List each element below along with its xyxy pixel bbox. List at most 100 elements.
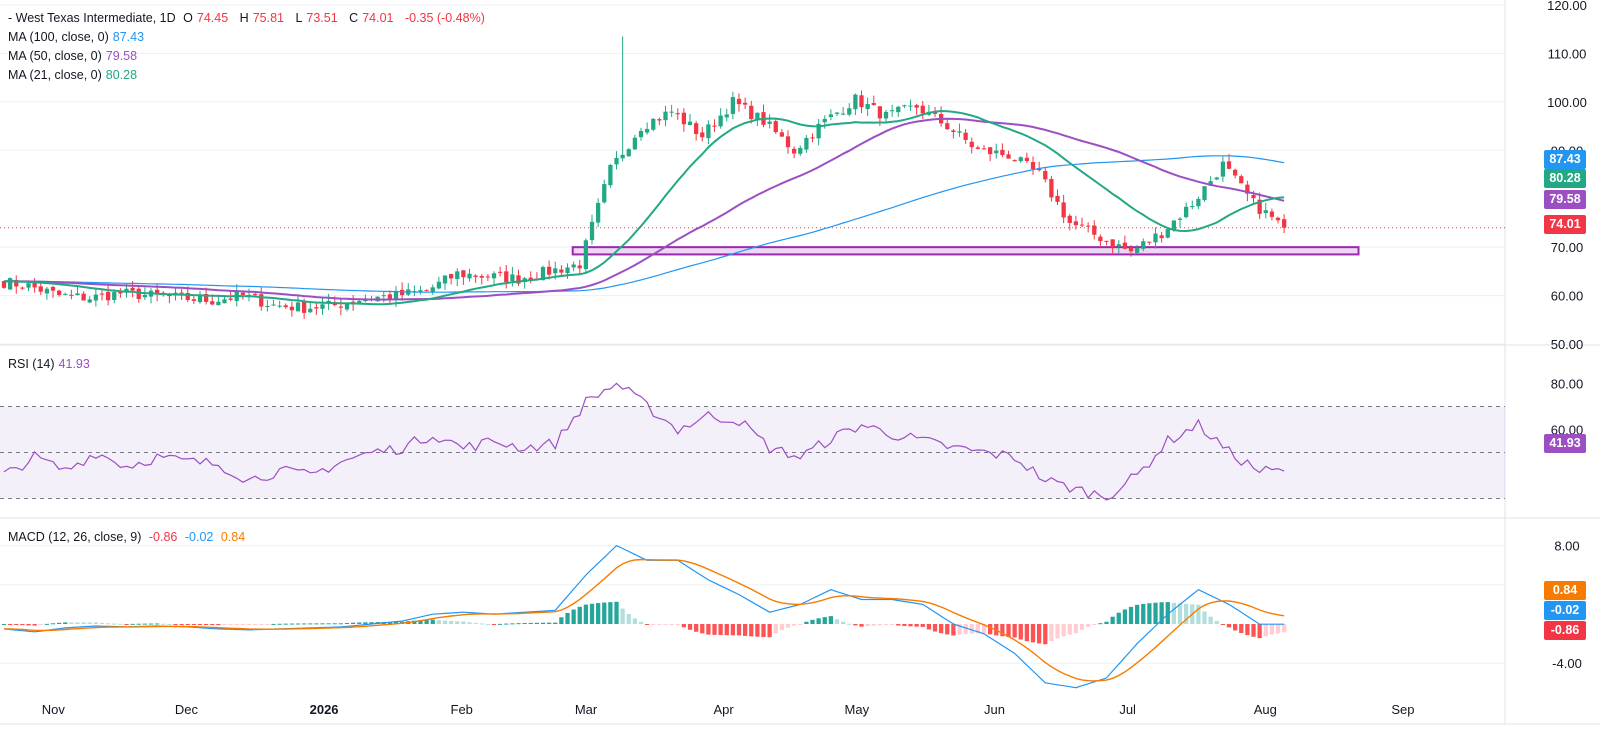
macd-histogram-bar [834, 619, 840, 624]
macd-histogram-bar [295, 623, 301, 625]
macd-tag-macd: -0.02 [1544, 601, 1586, 620]
price-axis-label: 50.00 [1551, 337, 1584, 352]
macd-histogram-bar [1092, 624, 1097, 625]
macd-histogram-bar [908, 624, 913, 627]
candle-body [540, 267, 546, 281]
candle-body [1110, 239, 1115, 248]
macd-histogram-bar [694, 624, 699, 632]
candle-body [277, 305, 282, 307]
candle-body [1043, 171, 1048, 180]
macd-histogram-bar [485, 623, 491, 625]
macd-histogram-bar [638, 621, 644, 624]
candle-body [69, 294, 74, 296]
candle-body [112, 291, 117, 301]
macd-histogram-bar [350, 622, 356, 624]
macd-histogram-bar [442, 620, 448, 624]
macd-histogram-bar [1282, 624, 1287, 633]
macd-histogram-bar [148, 623, 154, 625]
macd-histogram-bar [7, 624, 13, 625]
candle-body [1116, 244, 1121, 247]
candle-body [1251, 195, 1256, 199]
candle-body [1055, 195, 1060, 202]
candle-body [467, 273, 472, 279]
candle-body [859, 95, 864, 108]
candle-body [565, 267, 570, 274]
macd-histogram-bar [1128, 606, 1134, 624]
candle-body [491, 273, 497, 279]
candle-body [1171, 220, 1177, 230]
candle-body [44, 288, 50, 294]
macd-histogram-bar [534, 622, 540, 624]
macd-histogram-bar [657, 624, 662, 625]
macd-histogram-bar [528, 622, 533, 624]
candle-body [1086, 225, 1091, 227]
macd-histogram-bar [1184, 603, 1189, 624]
candle-body [510, 274, 515, 282]
candle-body [1098, 236, 1103, 242]
macd-histogram-bar [20, 624, 25, 626]
macd-histogram-bar [620, 608, 625, 624]
price-axis-label: 110.00 [1548, 46, 1587, 61]
macd-histogram-bar [1208, 616, 1213, 624]
candle-body [56, 290, 62, 296]
macd-histogram-bar [14, 624, 19, 625]
candle-body [651, 118, 656, 130]
macd-histogram-bar [1141, 603, 1146, 624]
candle-body [583, 240, 589, 270]
ma21-legend: MA (21, close, 0) 80.28 [8, 67, 141, 84]
candle-body [259, 294, 264, 307]
macd-histogram-bar [161, 623, 166, 625]
candle-body [896, 106, 901, 113]
macd-histogram-bar [687, 624, 693, 630]
candle-body [1239, 176, 1244, 184]
macd-histogram-bar [504, 623, 509, 625]
price-axis-label: 120.00 [1547, 0, 1587, 13]
candle-body [675, 113, 680, 115]
macd-histogram-bar [142, 623, 148, 625]
macd-histogram-bar [743, 624, 748, 636]
macd-histogram-bar [240, 624, 246, 625]
price-axis-label: 100.00 [1547, 95, 1587, 110]
candle-body [957, 131, 962, 133]
candle-body [295, 302, 301, 312]
candle-body [418, 290, 423, 292]
macd-histogram-bar [32, 624, 37, 626]
macd-tag-hist: -0.86 [1544, 621, 1586, 640]
macd-histogram-bar [865, 624, 870, 627]
ohlc-change: -0.35 (-0.48%) [404, 11, 485, 25]
macd-histogram-bar [847, 623, 852, 625]
candle-body [228, 298, 233, 300]
ma21-line [3, 109, 1285, 306]
macd-histogram-bar [467, 622, 472, 624]
candle-body [804, 137, 809, 150]
macd-histogram-bar [969, 624, 974, 634]
macd-histogram-bar [1030, 624, 1036, 643]
macd-histogram-bar [730, 624, 736, 636]
candle-body [399, 289, 405, 296]
candle-body [816, 123, 821, 139]
macd-histogram-bar [301, 623, 307, 625]
macd-histogram-bar [1147, 603, 1152, 624]
rsi-tag: 41.93 [1544, 434, 1586, 453]
macd-histogram-bar [565, 612, 570, 624]
candle-body [1233, 169, 1238, 176]
candle-body [99, 293, 105, 295]
candle-body [1257, 199, 1262, 214]
candle-body [197, 295, 203, 303]
macd-histogram-bar [369, 622, 374, 624]
macd-histogram-bar [185, 624, 190, 625]
candle-body [63, 293, 68, 295]
ohlc-close: C 74.01 [349, 11, 394, 25]
candle-body [1, 281, 7, 288]
macd-histogram-bar [1037, 624, 1042, 644]
candle-body [596, 202, 601, 223]
x-axis-label: Dec [175, 702, 199, 717]
ma21-label: MA (21, close, 0) [8, 68, 102, 82]
macd-histogram-bar [430, 619, 435, 624]
candle-body [1202, 186, 1207, 201]
candle-body [951, 130, 956, 133]
candle-body [1269, 211, 1275, 217]
support-zone [571, 246, 1360, 256]
macd-histogram-bar [38, 624, 43, 625]
macd-histogram-bar [1251, 624, 1256, 637]
